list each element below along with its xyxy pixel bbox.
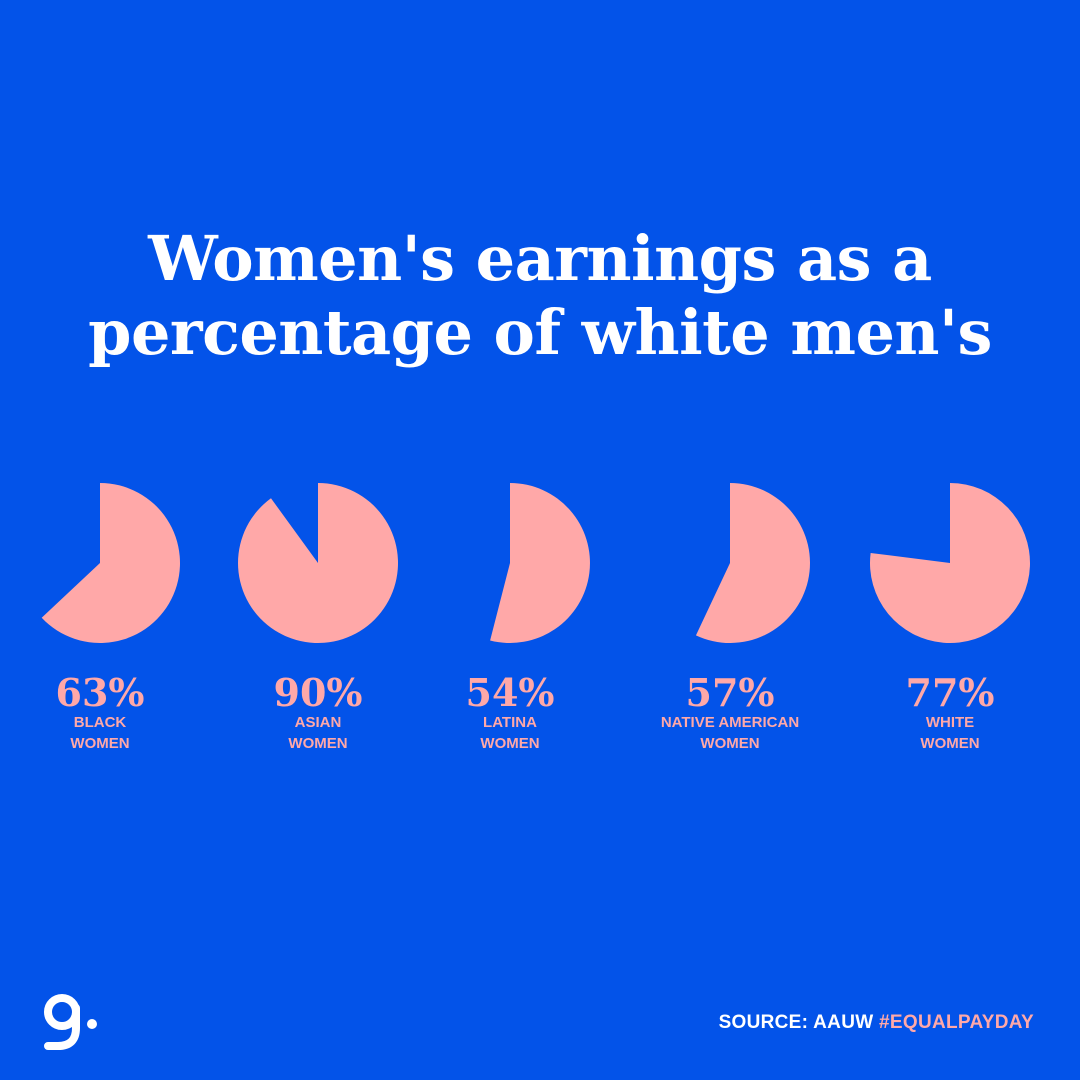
category-label-2-line-1: WOMEN [480, 735, 539, 752]
title-line-2: percentage of white men's [88, 296, 992, 369]
category-label-1-line-0: ASIAN [295, 714, 342, 731]
category-label-3-line-0: NATIVE AMERICAN [661, 714, 799, 731]
category-label-0-line-1: WOMEN [70, 735, 129, 752]
pie-slice-2 [490, 483, 590, 643]
source-credit: SOURCE: AAUW #EQUALPAYDAY [719, 1012, 1034, 1034]
value-label-4: 77% [906, 670, 995, 715]
category-label-4-line-0: WHITE [926, 714, 974, 731]
hashtag: #EQUALPAYDAY [879, 1012, 1034, 1033]
value-label-1: 90% [274, 670, 363, 715]
value-label-3: 57% [686, 670, 775, 715]
g-dot-logo-icon [44, 994, 97, 1050]
title-line-1: Women's earnings as a [148, 222, 932, 295]
pie-slice-1 [238, 483, 399, 643]
category-label-3-line-1: WOMEN [700, 735, 759, 752]
category-label-2-line-0: LATINA [483, 714, 537, 731]
chart-title: Women's earnings as a percentage of whit… [0, 222, 1080, 370]
value-label-0: 63% [56, 670, 145, 715]
category-label-0-line-0: BLACK [74, 714, 127, 731]
pie-slice-4 [869, 483, 1030, 644]
category-label-1-line-1: WOMEN [288, 735, 347, 752]
category-label-4-line-1: WOMEN [920, 735, 979, 752]
source-label: SOURCE: AAUW [718, 1012, 874, 1033]
pie-slice-3 [695, 483, 810, 643]
value-label-2: 54% [466, 670, 555, 715]
pie-slice-0 [41, 483, 181, 644]
